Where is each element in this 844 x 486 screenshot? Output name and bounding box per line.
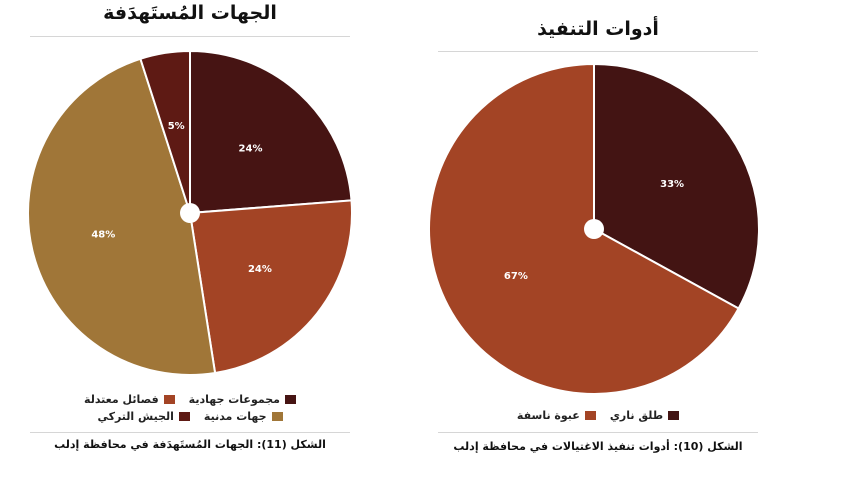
pie-chart-tools: 33% 67% <box>428 62 760 395</box>
legend-item: فصائل معتدلة <box>84 393 175 406</box>
legend-item: الجيش التركي <box>97 410 190 423</box>
chart-title: أدوات التنفيذ <box>537 18 659 40</box>
legend-label: فصائل معتدلة <box>84 393 159 406</box>
caption-divider <box>30 432 350 433</box>
slice-value-label: 48% <box>91 230 115 241</box>
pie-slice <box>139 49 191 214</box>
title-divider <box>438 51 758 52</box>
legend-swatch <box>163 395 175 404</box>
legend-item: عبوة ناسفة <box>517 409 596 422</box>
caption-divider <box>438 432 758 433</box>
legend-swatch <box>178 412 190 421</box>
slice-value-label: 24% <box>248 264 272 275</box>
slice-value-label: 24% <box>239 144 263 155</box>
legend-label: جهات مدنية <box>203 410 267 423</box>
legend-label: الجيش التركي <box>97 410 174 423</box>
legend-item: جهات مدنية <box>204 410 283 423</box>
chart-legend: طلق ناري عبوة ناسفة <box>428 409 768 422</box>
figure-caption: الشكل (10): أدوات تنفيذ الاغتيالات في مح… <box>453 440 743 453</box>
slice-value-label: 33% <box>660 179 684 190</box>
legend-item: طلق ناري <box>609 409 680 422</box>
pie-slice <box>188 199 353 375</box>
chart-panel-targets: الجهات المُستَهدَفة 24% 24% 48% 5% مجموعات … <box>20 0 360 486</box>
legend-label: مجموعات جهادية <box>188 393 280 406</box>
pie-slice <box>428 62 740 395</box>
pie-slice <box>27 57 217 376</box>
legend-swatch <box>284 395 296 404</box>
chart-panel-tools: أدوات التنفيذ 33% 67% طلق ناري عبوة ناسفة … <box>428 0 768 486</box>
legend-item: مجموعات جهادية <box>189 393 296 406</box>
pie-center-hole <box>584 219 604 239</box>
legend-swatch <box>668 411 680 420</box>
chart-title: الجهات المُستَهدَفة <box>103 2 277 24</box>
legend-label: طلق ناري <box>609 409 664 422</box>
legend-swatch <box>584 411 596 420</box>
figure-caption: الشكل (11): الجهات المُستَهدَفة في محافظ… <box>54 438 326 451</box>
pie-center-hole <box>180 203 200 223</box>
slice-value-label: 5% <box>168 121 185 132</box>
pie-slice <box>593 62 760 310</box>
pie-slice <box>189 49 353 215</box>
slice-value-label: 67% <box>504 271 528 282</box>
legend-swatch <box>271 412 283 421</box>
pie-chart-targets: 24% 24% 48% 5% <box>27 49 353 376</box>
chart-legend: مجموعات جهادية فصائل معتدلة جهات مدنية الجي… <box>20 393 360 423</box>
legend-label: عبوة ناسفة <box>516 409 580 422</box>
title-divider <box>30 36 350 37</box>
